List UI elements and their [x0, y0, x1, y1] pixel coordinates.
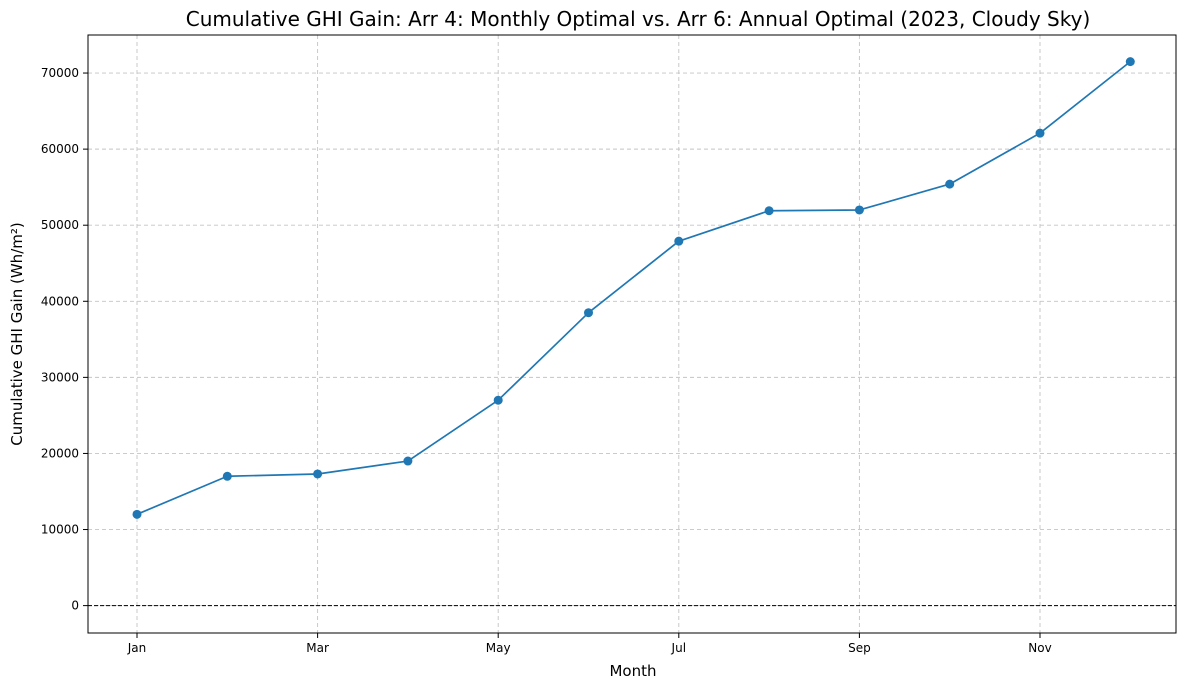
grid-layer: [88, 35, 1176, 633]
data-point: [222, 471, 232, 481]
y-tick-label: 30000: [41, 370, 79, 384]
plot-frame: [87, 34, 1177, 634]
y-axis: 0 10000 20000 30000 40000 50000 60000 70000: [41, 66, 88, 613]
data-point: [1035, 128, 1045, 138]
x-tick-label: Jan: [127, 641, 147, 655]
data-point: [1125, 57, 1135, 67]
x-axis-label: Month: [609, 662, 656, 680]
data-point: [313, 469, 323, 479]
data-point: [132, 509, 142, 519]
series-layer: [132, 57, 1135, 519]
y-tick-label: 0: [71, 599, 79, 613]
data-point: [584, 308, 593, 318]
data-point: [674, 236, 684, 246]
x-tick-label: Sep: [848, 641, 871, 655]
chart-title: Cumulative GHI Gain: Arr 4: Monthly Opti…: [186, 7, 1091, 31]
x-axis: Jan Mar May Jul Sep Nov: [127, 633, 1052, 655]
series-line: [136, 60, 1131, 516]
y-tick-label: 50000: [41, 218, 79, 232]
y-tick-label: 20000: [41, 446, 79, 460]
x-tick-label: May: [486, 641, 511, 655]
y-tick-label: 10000: [41, 523, 79, 537]
x-tick-label: Mar: [306, 641, 329, 655]
y-axis-label: Cumulative GHI Gain (Wh/m²): [8, 222, 26, 445]
data-point: [493, 395, 503, 405]
data-point: [945, 179, 955, 189]
data-point: [764, 206, 774, 216]
x-tick-label: Nov: [1028, 641, 1051, 655]
data-point: [403, 456, 413, 466]
y-tick-label: 40000: [41, 294, 79, 308]
x-tick-label: Jul: [671, 641, 686, 655]
data-point: [854, 205, 864, 215]
y-tick-label: 60000: [41, 142, 79, 156]
y-tick-label: 70000: [41, 66, 79, 80]
